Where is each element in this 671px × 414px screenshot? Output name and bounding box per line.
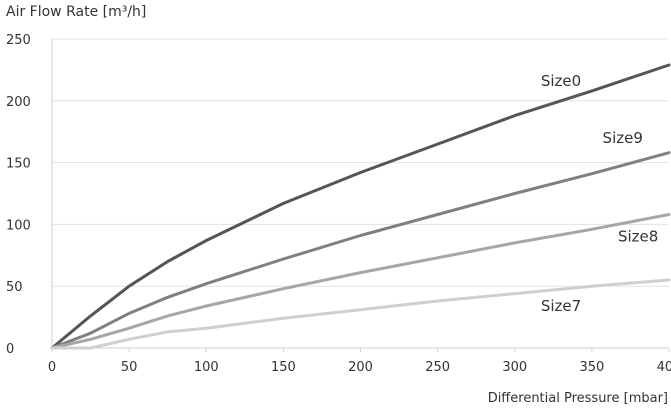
x-axis-title: Differential Pressure [mbar] (487, 391, 668, 406)
series-label-size8: Size8 (618, 228, 658, 246)
series-line-size9 (50, 151, 671, 350)
x-tick-label-100: 100 (194, 360, 219, 375)
series-label-size7: Size7 (541, 297, 581, 315)
x-tick-label-350: 350 (579, 360, 604, 375)
series-line-size7 (50, 278, 671, 350)
y-tick-label-150: 150 (6, 157, 31, 172)
y-axis-title: Air Flow Rate [m³/h] (6, 4, 147, 20)
x-tick-label-400: 400 (657, 360, 671, 375)
y-tick-label-0: 0 (6, 342, 14, 357)
series-label-size0: Size0 (541, 72, 581, 90)
x-tick-label-0: 0 (48, 360, 56, 375)
x-tick-label-50: 50 (121, 360, 138, 375)
x-tick-label-150: 150 (271, 360, 296, 375)
series-line-size0 (50, 63, 671, 350)
y-tick-label-200: 200 (6, 95, 31, 110)
y-tick-label-50: 50 (6, 280, 23, 295)
x-tick-label-200: 200 (348, 360, 373, 375)
series-label-size9: Size9 (603, 129, 643, 147)
x-tick-label-250: 250 (425, 360, 450, 375)
y-tick-label-100: 100 (6, 218, 31, 233)
x-tick-label-300: 300 (502, 360, 527, 375)
y-tick-label-250: 250 (6, 33, 31, 48)
series-line-size8 (50, 213, 671, 350)
